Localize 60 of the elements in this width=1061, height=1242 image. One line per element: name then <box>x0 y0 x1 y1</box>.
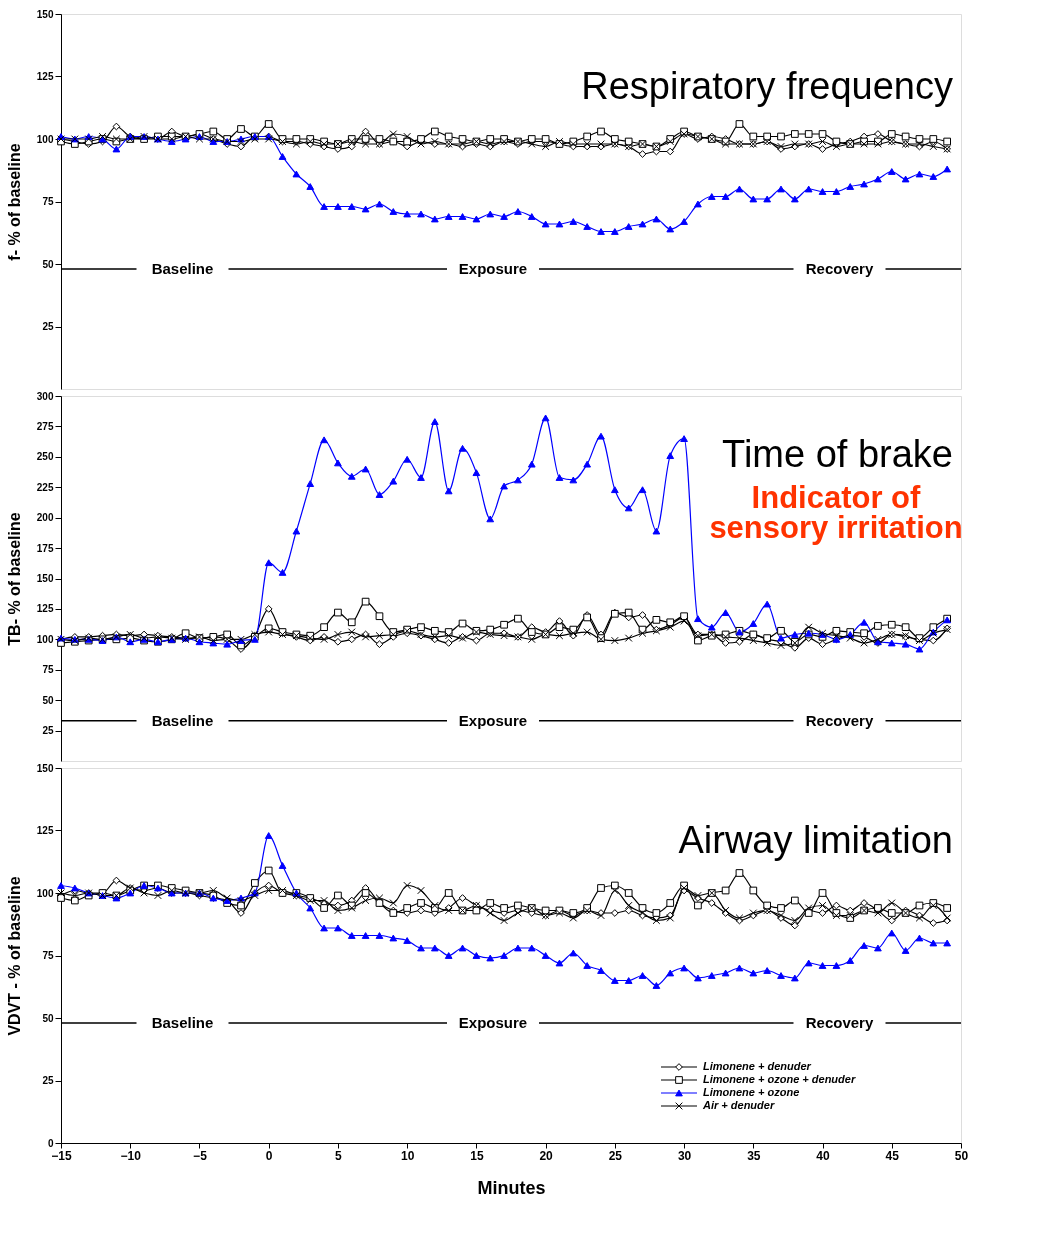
y-tick-label: 150 <box>36 573 54 584</box>
x-tick-label: 15 <box>470 1148 484 1163</box>
y-tick-label: 100 <box>36 633 54 645</box>
y-tick-label: 250 <box>36 451 54 463</box>
x-tick-label: −5 <box>193 1148 208 1163</box>
y-tick-label: 225 <box>36 481 54 493</box>
text: Airway limitation <box>678 819 953 861</box>
y-tick-label: 200 <box>36 512 54 524</box>
y-tick-label: 50 <box>42 694 54 706</box>
y-tick-label: 50 <box>42 258 54 270</box>
y-axis-title: VDVT - % of baseline <box>5 876 23 1036</box>
y-tick-label: 100 <box>36 887 54 899</box>
x-tick-label: −10 <box>120 1148 142 1163</box>
x-tick-label: 30 <box>677 1148 692 1163</box>
x-tick-label: −15 <box>51 1148 72 1163</box>
y-tick-label: 75 <box>42 664 54 676</box>
x-tick-label: 35 <box>747 1148 761 1163</box>
text: Respiratory frequency <box>581 65 953 107</box>
y-tick-label: 125 <box>36 603 54 615</box>
legend-label: Limonene + denuder <box>703 1060 812 1072</box>
x-tick-label: 10 <box>400 1148 415 1163</box>
y-tick-label: 75 <box>42 196 54 207</box>
x-tick-label: 45 <box>885 1148 900 1163</box>
annotation: Baseline <box>151 1014 214 1031</box>
y-tick-label: 25 <box>42 1075 54 1086</box>
y-tick-label: 100 <box>36 133 54 145</box>
annotation: Recovery <box>805 1014 874 1031</box>
annotation: Recovery <box>805 260 874 277</box>
y-axis-title: TB- % of baseline <box>5 512 23 646</box>
x-tick-label: 50 <box>954 1148 969 1163</box>
x-tick-label: 0 <box>265 1148 273 1163</box>
annotation: Baseline <box>151 711 214 729</box>
y-tick-label: 0 <box>47 1137 54 1149</box>
y-axis-title: f- % of baseline <box>5 143 23 261</box>
legend-label: Air + denuder <box>702 1099 775 1111</box>
annotation: Exposure <box>458 711 528 729</box>
text: Time of brake <box>722 433 953 475</box>
annotation: Baseline <box>151 260 214 277</box>
y-tick-label: 25 <box>42 321 54 332</box>
y-tick-label: 25 <box>42 725 54 737</box>
y-tick-label: 150 <box>36 8 54 20</box>
y-tick-label: 50 <box>42 1012 54 1024</box>
y-tick-label: 125 <box>36 71 54 82</box>
y-tick-label: 75 <box>42 950 54 961</box>
y-tick-label: 275 <box>36 420 54 432</box>
x-axis-title: Minutes <box>477 1177 546 1198</box>
y-tick-label: 150 <box>36 762 54 774</box>
x-tick-label: 40 <box>816 1148 831 1163</box>
y-tick-label: 300 <box>36 390 54 402</box>
annotation: Exposure <box>458 1014 528 1031</box>
y-tick-label: 125 <box>36 825 54 836</box>
x-tick-label: 20 <box>539 1148 554 1163</box>
annotation: Exposure <box>458 260 528 277</box>
x-tick-label: 25 <box>608 1148 623 1163</box>
annotation: Recovery <box>805 711 874 729</box>
text: Indicator of sensory irritation <box>709 480 963 545</box>
legend-label: Limonene + ozone + denuder <box>703 1073 856 1085</box>
y-tick-label: 175 <box>36 542 54 554</box>
x-tick-label: 5 <box>335 1148 343 1163</box>
legend-label: Limonene + ozone <box>703 1086 800 1098</box>
